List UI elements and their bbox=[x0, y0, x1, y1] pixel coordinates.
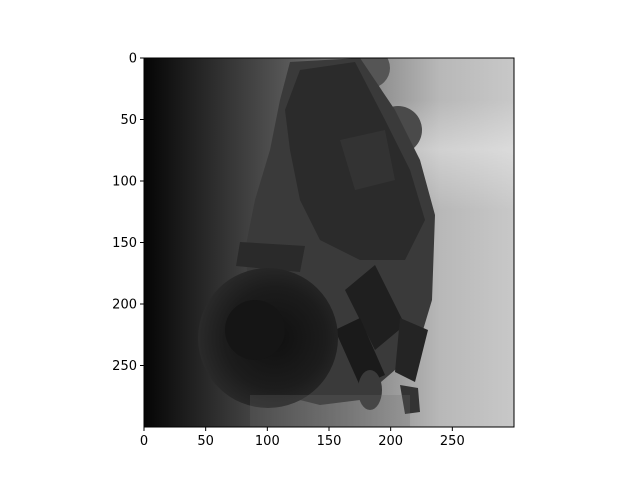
x-tick-label: 0 bbox=[140, 434, 148, 449]
y-axis: 0 50 100 150 200 250 bbox=[112, 52, 144, 374]
y-tick-label: 200 bbox=[112, 298, 137, 313]
x-tick-label: 250 bbox=[440, 434, 465, 449]
x-tick-label: 200 bbox=[378, 434, 403, 449]
y-tick-label: 0 bbox=[129, 52, 137, 67]
y-tick-label: 100 bbox=[112, 175, 137, 190]
x-tick-label: 150 bbox=[317, 434, 342, 449]
y-tick-label: 50 bbox=[120, 113, 137, 128]
y-tick-label: 250 bbox=[112, 359, 137, 374]
y-tick-label: 150 bbox=[112, 236, 137, 251]
x-tick-label: 50 bbox=[197, 434, 214, 449]
depth-image bbox=[144, 58, 514, 427]
x-axis: 0 50 100 150 200 250 bbox=[140, 427, 465, 449]
vehicle-silhouette bbox=[198, 58, 435, 427]
x-tick-label: 100 bbox=[255, 434, 280, 449]
